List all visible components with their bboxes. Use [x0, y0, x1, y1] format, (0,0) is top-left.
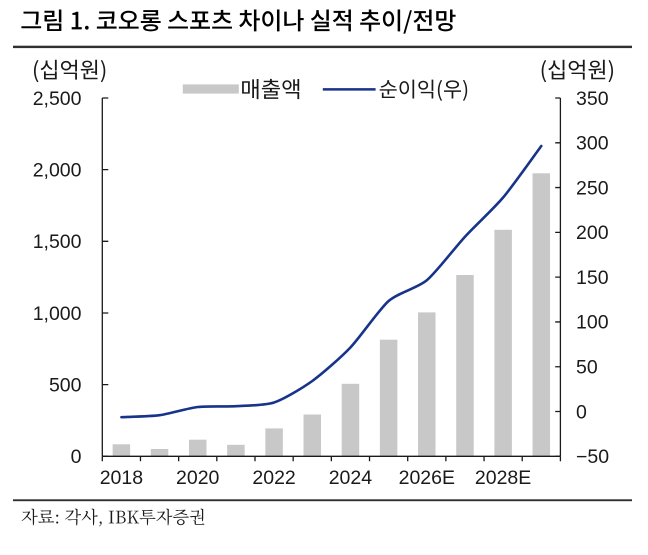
svg-text:1,500: 1,500: [33, 231, 82, 253]
svg-text:150: 150: [576, 267, 609, 289]
svg-text:50: 50: [576, 357, 598, 379]
svg-text:0: 0: [576, 401, 587, 423]
svg-text:300: 300: [576, 133, 609, 155]
svg-text:2,000: 2,000: [33, 160, 82, 182]
svg-text:2024: 2024: [329, 467, 373, 489]
svg-text:500: 500: [49, 374, 82, 396]
svg-text:2020: 2020: [176, 467, 220, 489]
svg-text:2022: 2022: [252, 467, 295, 489]
svg-text:2,500: 2,500: [33, 88, 82, 110]
svg-text:250: 250: [576, 177, 609, 199]
svg-text:2028E: 2028E: [475, 467, 531, 489]
svg-text:200: 200: [576, 222, 609, 244]
svg-text:2026E: 2026E: [399, 467, 455, 489]
svg-text:350: 350: [576, 88, 609, 110]
svg-text:100: 100: [576, 312, 609, 334]
svg-text:2018: 2018: [100, 467, 143, 489]
svg-text:0: 0: [71, 446, 82, 468]
svg-text:1,000: 1,000: [33, 303, 82, 325]
svg-text:−50: −50: [576, 446, 609, 468]
